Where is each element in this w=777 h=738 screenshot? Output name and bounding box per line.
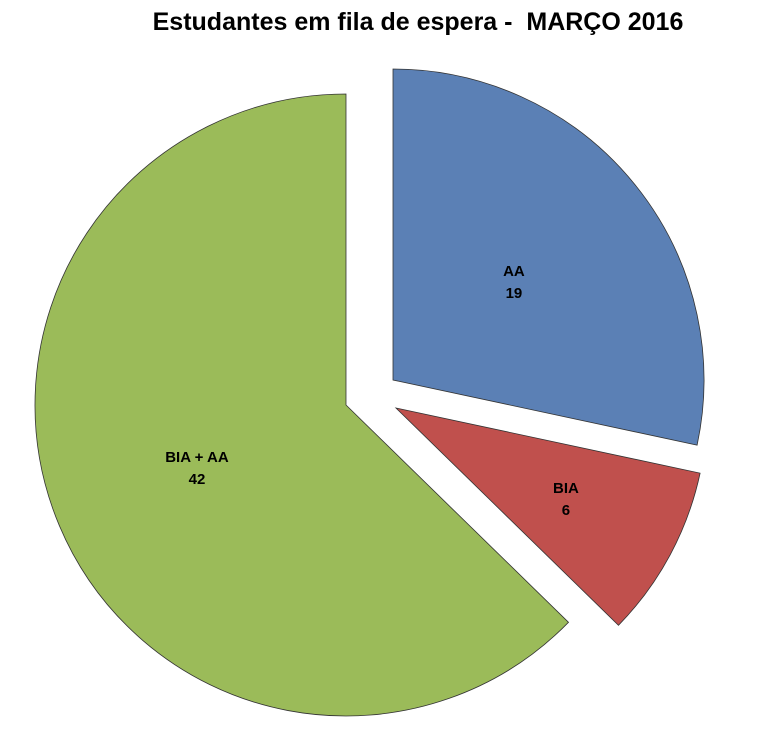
slice-value: 42 xyxy=(189,471,206,488)
chart-title: Estudantes em fila de espera - MARÇO 201… xyxy=(152,8,684,36)
pie-slice-aa xyxy=(392,68,705,446)
slice-label: BIA + AA xyxy=(165,449,229,466)
slice-label: BIA xyxy=(553,480,579,497)
slice-value: 19 xyxy=(506,285,523,302)
pie-slice-bia-aa xyxy=(34,93,570,717)
pie-slice-bia xyxy=(394,407,701,626)
slice-label: AA xyxy=(503,263,525,280)
slice-value: 6 xyxy=(562,502,570,519)
